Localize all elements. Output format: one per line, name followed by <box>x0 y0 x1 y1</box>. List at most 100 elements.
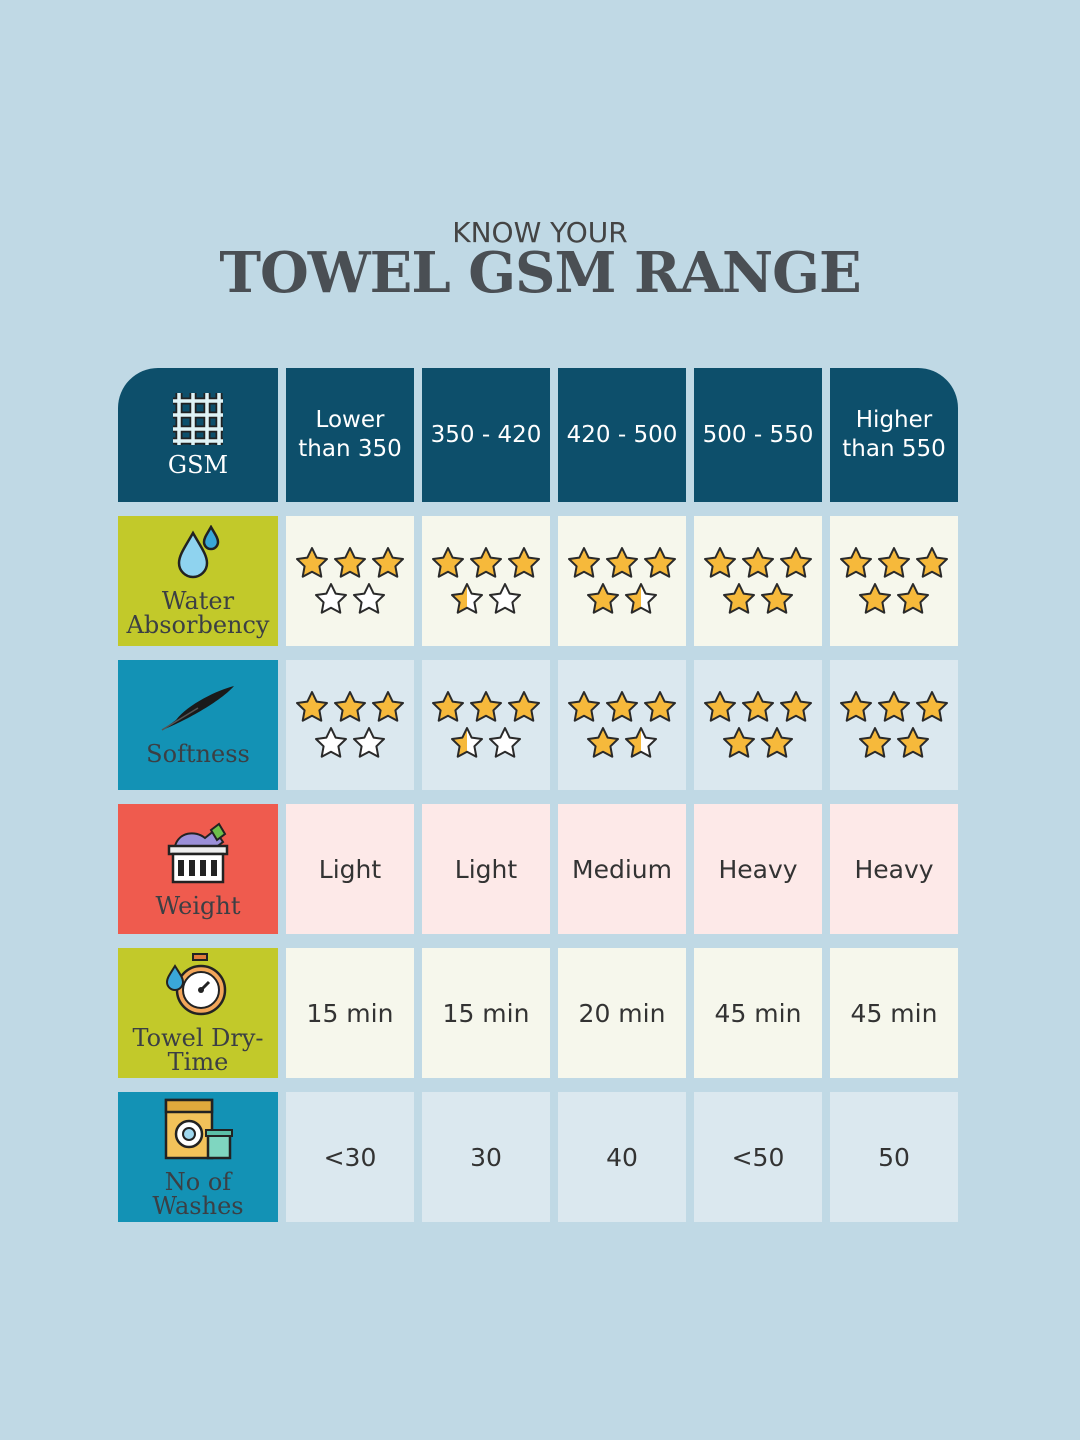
star-icon <box>723 727 755 758</box>
star-icon <box>296 547 328 578</box>
cell-value: 45 min <box>694 948 822 1078</box>
star-icon <box>587 727 619 758</box>
row-label: Softness <box>118 660 278 790</box>
star-rating <box>830 660 958 790</box>
cell-value: 15 min <box>422 948 550 1078</box>
header-col: Lower than 350 <box>286 368 414 502</box>
row-label-text: Towel Dry-Time <box>132 1024 264 1076</box>
star-icon <box>568 691 600 722</box>
star-icon <box>451 583 483 614</box>
header-col: 350 - 420 <box>422 368 550 502</box>
star-icon <box>606 547 638 578</box>
cell-value: 45 min <box>830 948 958 1078</box>
header-gsm: GSM <box>118 368 278 502</box>
star-rating <box>558 660 686 790</box>
star-icon <box>470 547 502 578</box>
star-icon <box>489 583 521 614</box>
star-icon <box>508 547 540 578</box>
star-icon <box>296 691 328 722</box>
row-label-text: Softness <box>146 740 250 768</box>
cell-text: Medium <box>572 854 672 884</box>
cell-value: <30 <box>286 1092 414 1222</box>
cell-text: <50 <box>731 1142 785 1172</box>
cell-value: 50 <box>830 1092 958 1222</box>
star-icon <box>840 547 872 578</box>
star-icon <box>489 727 521 758</box>
star-icon <box>353 727 385 758</box>
star-rating <box>422 516 550 646</box>
star-icon <box>742 547 774 578</box>
header-col: Higher than 550 <box>830 368 958 502</box>
row-label: No of Washes <box>118 1092 278 1222</box>
row-label-text: Water Absorbency <box>126 587 270 639</box>
cell-text: 15 min <box>306 998 394 1028</box>
cell-text: <30 <box>323 1142 377 1172</box>
star-rating <box>422 660 550 790</box>
cell-text: 50 <box>878 1142 910 1172</box>
star-icon <box>761 727 793 758</box>
star-icon <box>334 547 366 578</box>
star-rating <box>694 516 822 646</box>
cell-value: 40 <box>558 1092 686 1222</box>
cell-text: 45 min <box>714 998 802 1028</box>
cell-value: <50 <box>694 1092 822 1222</box>
star-icon <box>780 547 812 578</box>
star-icon <box>644 547 676 578</box>
row-label: Towel Dry-Time <box>118 948 278 1078</box>
water-drop-icon <box>173 524 223 585</box>
laundry-basket-icon <box>165 820 231 890</box>
star-icon <box>840 691 872 722</box>
star-icon <box>606 691 638 722</box>
star-icon <box>704 547 736 578</box>
star-icon <box>587 583 619 614</box>
cell-value: 15 min <box>286 948 414 1078</box>
cell-value: Heavy <box>830 804 958 934</box>
feather-icon <box>158 684 238 738</box>
star-icon <box>372 547 404 578</box>
gsm-table: GSM Lower than 350 350 - 420 420 - 500 5… <box>118 368 958 1222</box>
star-icon <box>568 547 600 578</box>
star-icon <box>372 691 404 722</box>
header-label: GSM <box>167 450 229 479</box>
cell-text: Light <box>454 854 518 884</box>
cell-value: Light <box>422 804 550 934</box>
star-icon <box>859 727 891 758</box>
star-icon <box>897 727 929 758</box>
cell-value: Medium <box>558 804 686 934</box>
star-rating <box>286 660 414 790</box>
star-icon <box>432 691 464 722</box>
star-icon <box>334 691 366 722</box>
star-icon <box>451 727 483 758</box>
star-rating <box>694 660 822 790</box>
star-rating <box>830 516 958 646</box>
cell-text: 30 <box>470 1142 502 1172</box>
star-icon <box>353 583 385 614</box>
cell-text: Heavy <box>854 854 934 884</box>
star-icon <box>916 691 948 722</box>
star-icon <box>742 691 774 722</box>
star-icon <box>878 547 910 578</box>
star-icon <box>878 691 910 722</box>
cell-value: Light <box>286 804 414 934</box>
star-icon <box>723 583 755 614</box>
page-title: TOWEL GSM RANGE <box>219 240 861 306</box>
star-icon <box>315 583 347 614</box>
star-icon <box>704 691 736 722</box>
header-col: 420 - 500 <box>558 368 686 502</box>
washing-machine-icon <box>162 1096 234 1166</box>
star-icon <box>916 547 948 578</box>
stopwatch-icon <box>163 952 233 1022</box>
row-label: Water Absorbency <box>118 516 278 646</box>
star-icon <box>625 583 657 614</box>
star-icon <box>625 727 657 758</box>
weave-icon <box>169 390 227 447</box>
header-col: 500 - 550 <box>694 368 822 502</box>
cell-text: Light <box>318 854 382 884</box>
cell-text: 40 <box>606 1142 638 1172</box>
row-label-text: No of Washes <box>152 1168 244 1220</box>
kicker: KNOW YOUR <box>452 216 628 249</box>
star-icon <box>432 547 464 578</box>
star-icon <box>761 583 793 614</box>
cell-text: Heavy <box>718 854 798 884</box>
star-icon <box>315 727 347 758</box>
